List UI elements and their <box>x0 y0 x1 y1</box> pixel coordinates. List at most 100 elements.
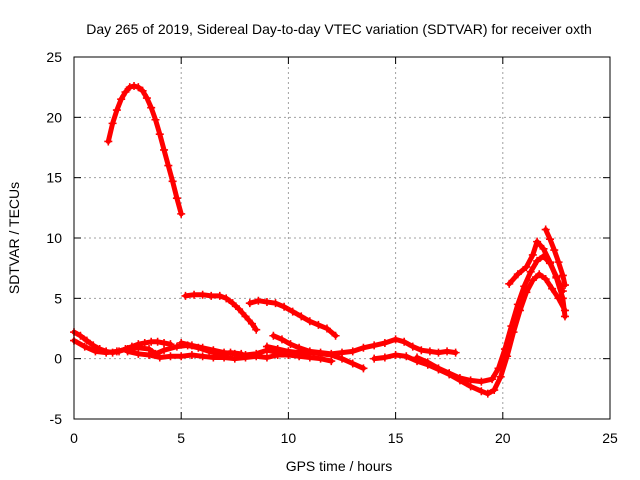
data-point <box>112 106 121 115</box>
data-point <box>400 337 409 346</box>
data-point <box>252 349 261 358</box>
data-point <box>558 271 567 280</box>
data-point <box>273 345 282 354</box>
data-point <box>134 349 143 358</box>
data-point <box>560 312 569 321</box>
data-point <box>545 235 554 244</box>
data-point <box>520 282 529 291</box>
data-point <box>560 281 569 290</box>
data-point <box>198 352 207 361</box>
x-tick-label: 5 <box>177 430 185 446</box>
data-point <box>155 353 164 362</box>
data-point <box>541 275 550 284</box>
data-point <box>466 376 475 385</box>
data-point <box>535 270 544 279</box>
data-point <box>505 279 514 288</box>
data-point <box>198 290 207 299</box>
y-tick-label: 5 <box>54 290 62 306</box>
data-point <box>513 300 522 309</box>
data-point <box>305 347 314 356</box>
x-tick-label: 10 <box>281 430 297 446</box>
data-point <box>262 342 271 351</box>
data-point <box>147 103 156 112</box>
axis-ticks: 0 5 10 15 20 25 -5 0 5 10 15 20 25 <box>46 49 618 446</box>
data-point <box>500 345 509 354</box>
data-point <box>76 331 85 340</box>
data-point <box>455 373 464 382</box>
data-point <box>172 342 181 351</box>
data-point <box>558 294 567 303</box>
data-point <box>338 348 346 357</box>
data-point <box>284 347 293 356</box>
series-arc-9 <box>269 331 460 358</box>
data-point <box>262 297 271 306</box>
data-point <box>434 364 443 373</box>
data-point <box>408 342 417 351</box>
data-point <box>552 273 561 282</box>
data-point <box>488 375 497 384</box>
data-point <box>288 307 297 316</box>
data-point <box>277 335 286 344</box>
data-point <box>153 337 162 346</box>
data-point <box>533 237 542 246</box>
data-point <box>348 359 357 368</box>
data-point <box>241 351 250 360</box>
data-point <box>160 338 169 347</box>
data-point <box>177 352 186 361</box>
y-tick-label: 10 <box>46 230 62 246</box>
data-point <box>117 95 126 104</box>
series-band <box>506 239 568 319</box>
data-point <box>241 312 250 321</box>
data-point <box>541 225 550 234</box>
data-point <box>434 348 443 357</box>
data-point <box>370 354 379 363</box>
data-point <box>348 347 357 356</box>
y-tick-label: 20 <box>46 109 62 125</box>
data-point <box>443 347 452 356</box>
data-point <box>295 343 304 352</box>
data-point <box>305 317 314 326</box>
data-point <box>215 291 224 300</box>
x-tick-label: 15 <box>388 430 404 446</box>
data-point <box>413 353 422 362</box>
data-point <box>539 244 548 253</box>
data-point <box>222 294 231 303</box>
data-point <box>80 342 89 351</box>
data-point <box>168 177 177 186</box>
series-arc-3 <box>104 81 186 218</box>
y-tick-label: -5 <box>50 411 63 427</box>
data-point <box>112 347 121 356</box>
data-point <box>269 331 278 340</box>
data-point <box>316 348 325 357</box>
data-point <box>209 346 218 355</box>
data-point <box>533 256 542 265</box>
data-point <box>451 348 460 357</box>
data-point <box>230 349 239 358</box>
data-point <box>123 347 132 356</box>
data-point <box>314 320 323 329</box>
data-point <box>247 319 256 328</box>
data-point <box>550 246 559 255</box>
y-tick-label: 15 <box>46 170 62 186</box>
data-point <box>177 209 186 218</box>
data-point <box>138 86 147 95</box>
data-point <box>322 324 331 333</box>
y-axis-label: SDTVAR / TECUs <box>6 182 22 294</box>
x-tick-label: 25 <box>602 430 618 446</box>
series-arc-10 <box>370 270 569 398</box>
data-point <box>130 81 139 90</box>
data-point <box>391 335 400 344</box>
data-point <box>108 119 117 128</box>
data-point <box>445 369 454 378</box>
data-point <box>262 353 271 362</box>
x-tick-label: 0 <box>70 430 78 446</box>
data-point <box>142 94 151 103</box>
data-point <box>220 348 229 357</box>
data-point <box>423 358 432 367</box>
x-axis-label: GPS time / hours <box>286 458 393 474</box>
data-point <box>528 276 537 285</box>
series-layer <box>70 81 569 398</box>
data-point <box>82 336 91 345</box>
